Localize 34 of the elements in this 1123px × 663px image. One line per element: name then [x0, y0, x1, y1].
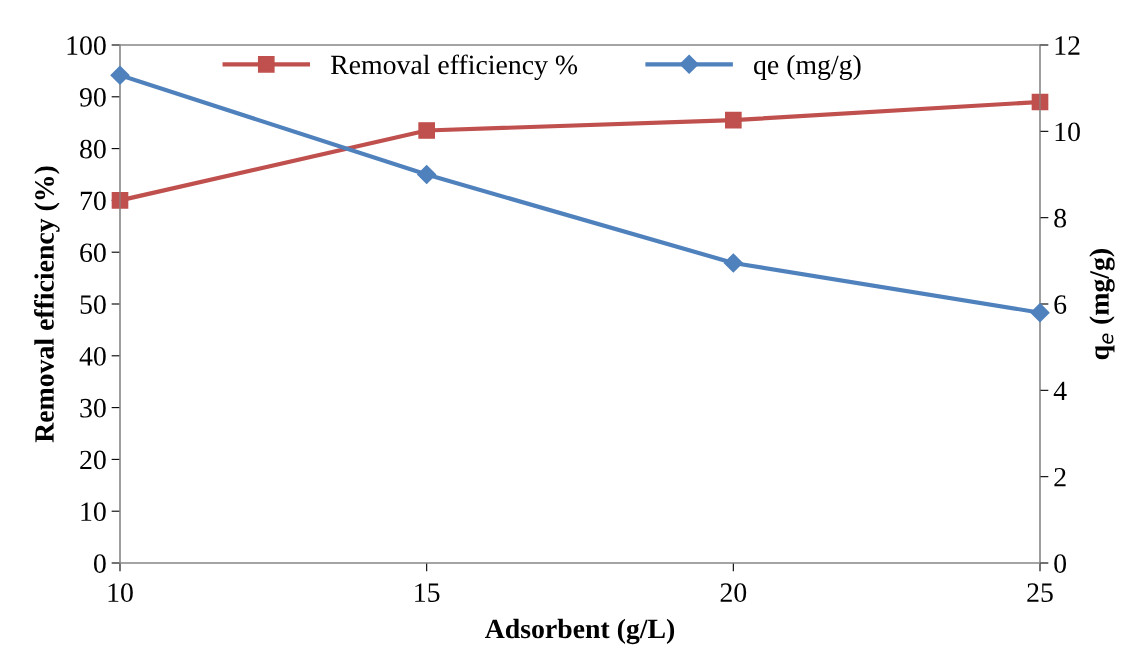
y-tick-label: 100 — [67, 36, 106, 55]
x-axis-title: Adsorbent (g/L) — [484, 618, 675, 645]
point — [110, 65, 130, 85]
y2-axis-title: q$_{e}$ (mg/g) — [1089, 249, 1115, 360]
y-tick-label: 40 — [79, 346, 106, 366]
y2-tick-label: 10 — [1055, 122, 1080, 142]
y2-tick-label: 12 — [1055, 36, 1080, 55]
y2-tick-label: 6 — [1054, 295, 1067, 314]
point — [723, 253, 743, 273]
y-tick-label: 0 — [93, 554, 106, 573]
y2-tick-label: 0 — [1054, 554, 1067, 573]
legend-label: Removal efficiency % — [330, 54, 578, 81]
y-tick-label: 60 — [80, 243, 106, 263]
y-tick-label: 10 — [81, 502, 106, 522]
point — [724, 111, 742, 129]
legend-label: qe (mg/g) — [754, 54, 861, 81]
y2-tick-label: 2 — [1054, 467, 1066, 487]
x-tick-label: 15 — [415, 583, 440, 602]
point — [111, 192, 129, 209]
x-tick-label: 20 — [720, 583, 747, 602]
y-tick-label: 50 — [80, 295, 106, 314]
y-axis-title: Removal efficiency (%) — [34, 166, 60, 443]
y-tick-label: 90 — [79, 87, 106, 107]
x-tick-label: 25 — [1027, 583, 1053, 602]
y2-tick-label: 8 — [1054, 208, 1067, 228]
y-tick-label: 80 — [80, 139, 106, 159]
y-tick-label: 70 — [80, 191, 106, 211]
x-tick-label: 10 — [108, 583, 133, 602]
point — [417, 164, 437, 185]
point — [1030, 303, 1050, 323]
y-tick-label: 30 — [80, 398, 106, 418]
point — [418, 122, 436, 139]
y-tick-label: 20 — [80, 450, 106, 470]
y2-tick-label: 4 — [1053, 381, 1067, 400]
